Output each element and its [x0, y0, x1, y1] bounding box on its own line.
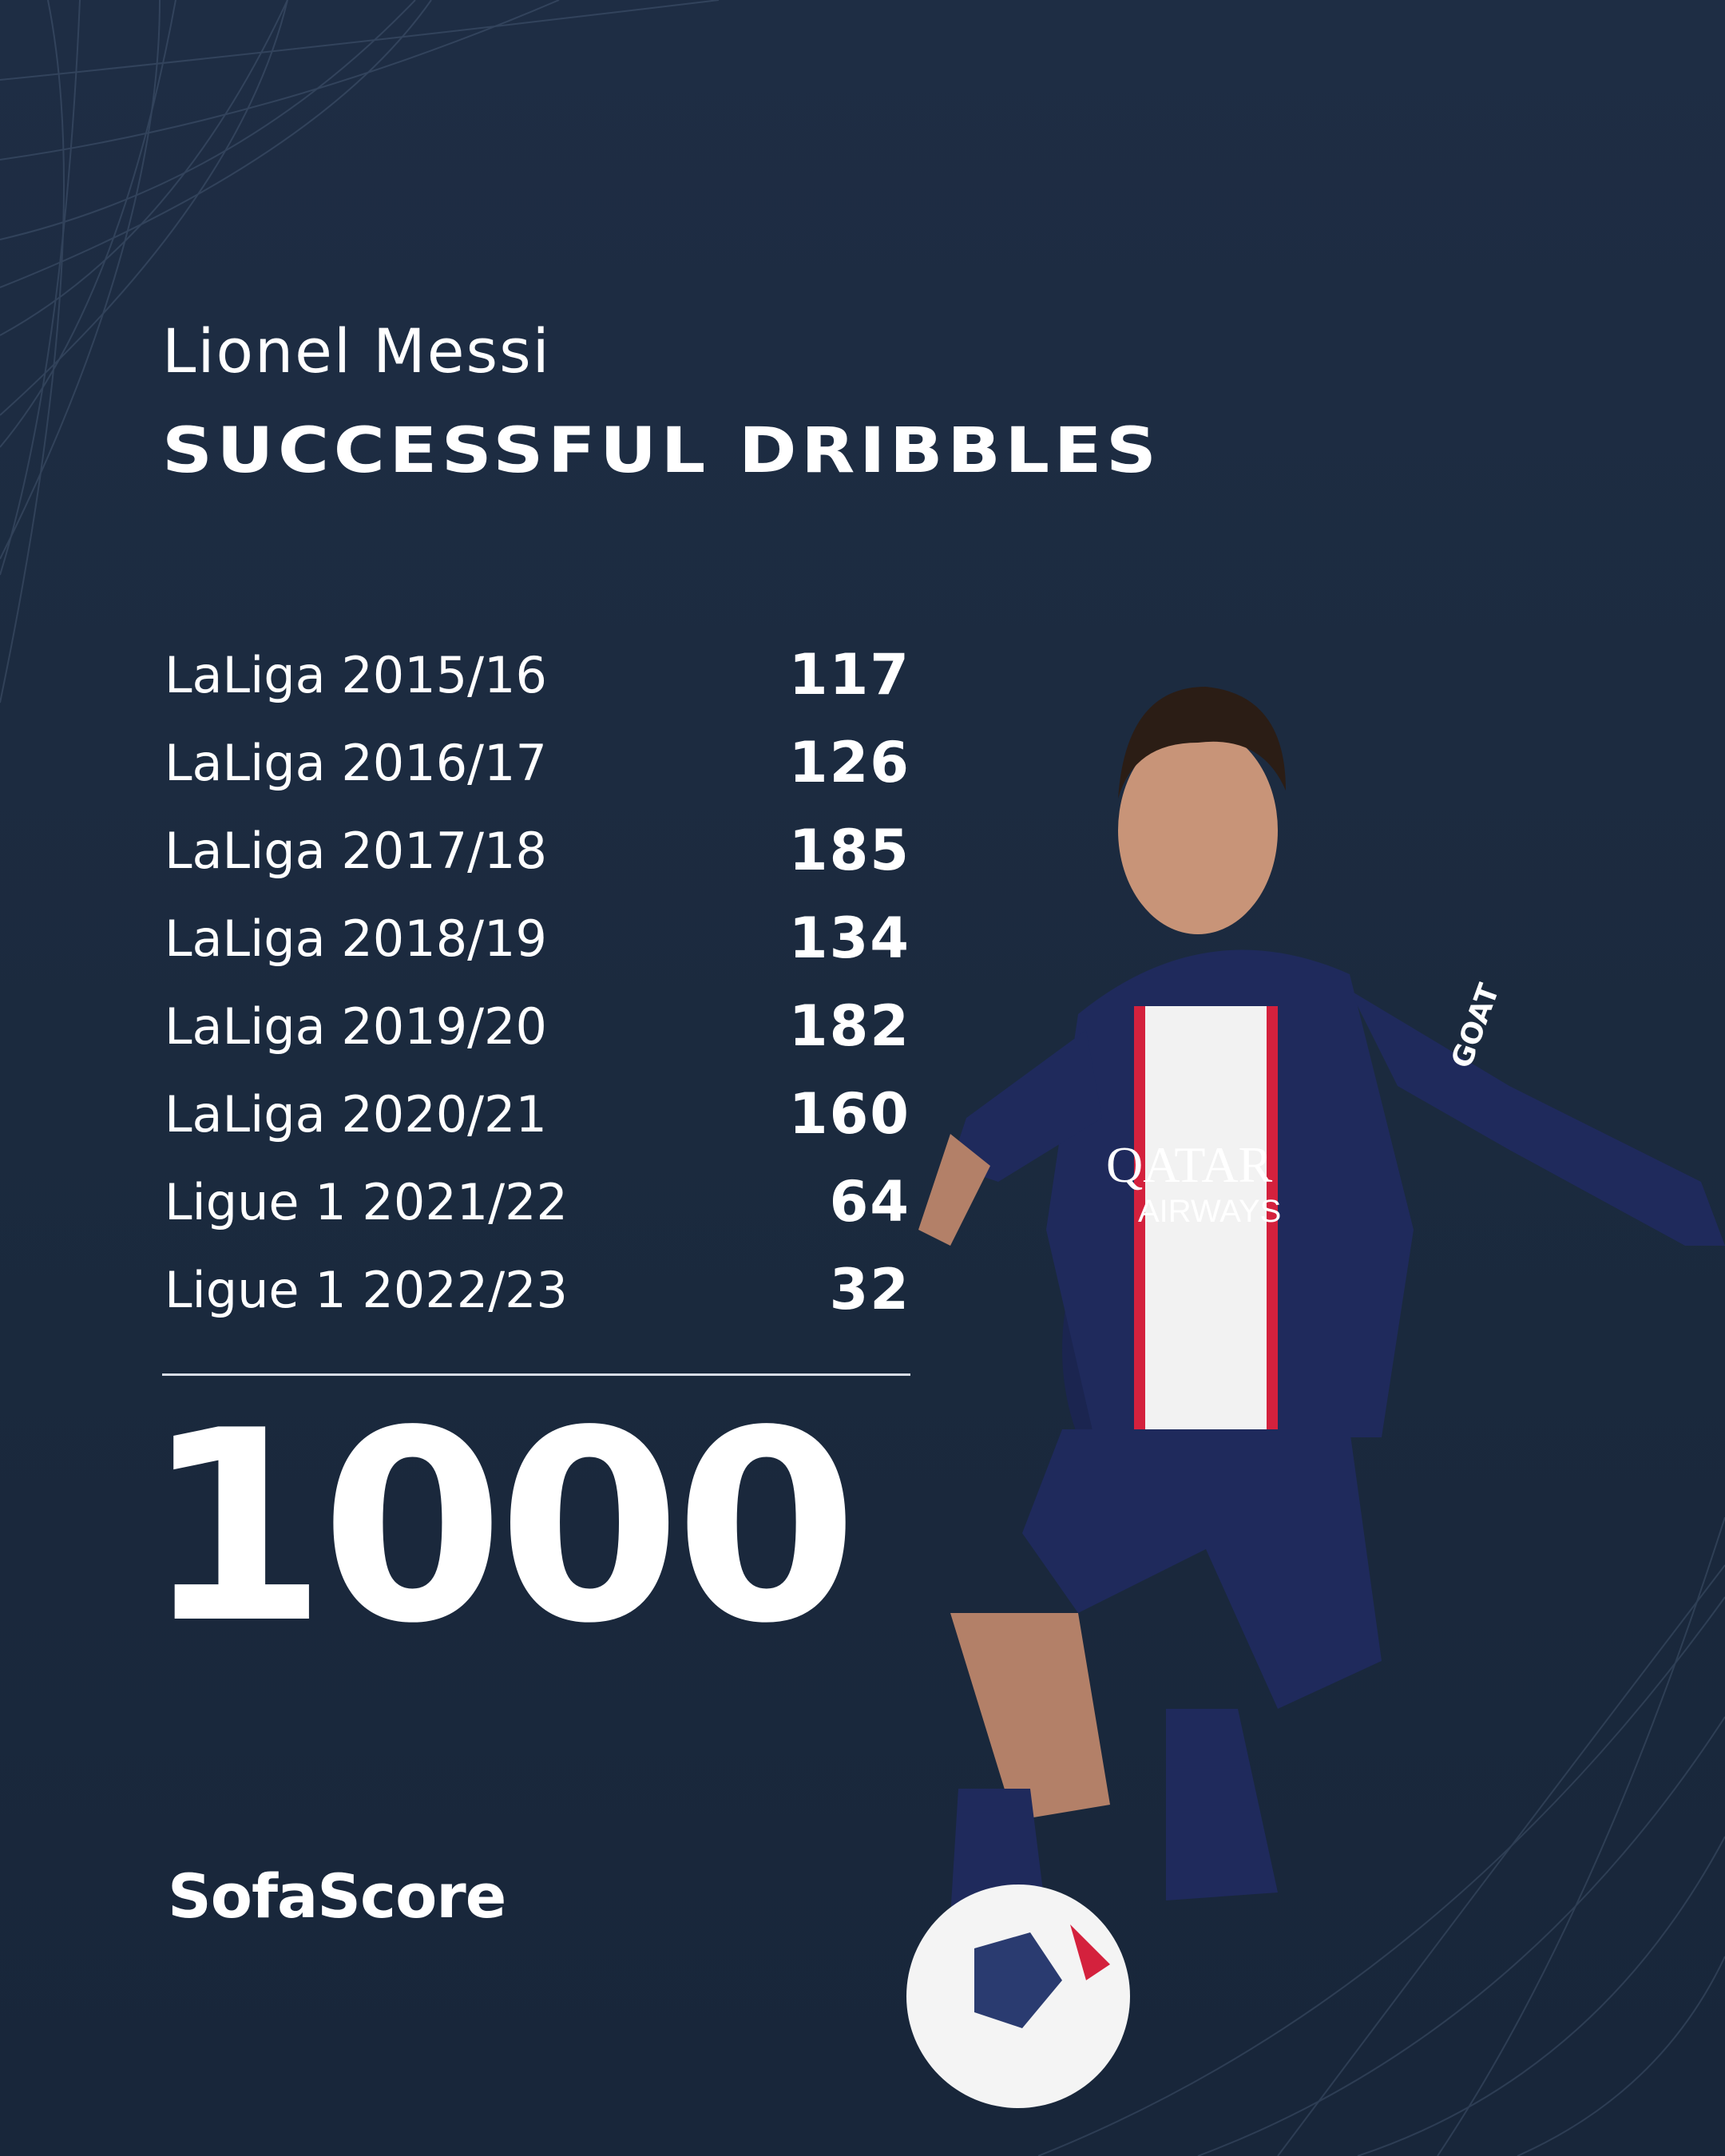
season-value: 182	[788, 993, 910, 1059]
season-value: 185	[788, 818, 910, 883]
season-label: LaLiga 2015/16	[165, 645, 547, 704]
season-value: 160	[788, 1081, 910, 1147]
season-value: 117	[788, 642, 910, 707]
season-label: LaLiga 2019/20	[165, 997, 547, 1056]
player-photo: QATAR AIRWAYS GOAT	[906, 687, 1725, 2108]
season-list: LaLiga 2015/16 117 LaLiga 2016/17 126 LaLi…	[165, 631, 910, 1334]
season-label: LaLiga 2016/17	[165, 733, 547, 792]
season-row: LaLiga 2018/19 134	[165, 894, 910, 982]
season-row: Ligue 1 2021/22 64	[165, 1158, 910, 1246]
season-row: LaLiga 2019/20 182	[165, 982, 910, 1070]
season-value: 64	[829, 1169, 910, 1235]
season-value: 126	[788, 730, 910, 795]
player-name: Lionel Messi	[162, 315, 551, 386]
season-value: 32	[829, 1257, 910, 1322]
season-label: LaLiga 2020/21	[165, 1084, 547, 1143]
season-row: LaLiga 2015/16 117	[165, 631, 910, 719]
sofascore-logo: SofaScore	[168, 1861, 506, 1932]
total-value: 1000	[144, 1374, 858, 1681]
season-row: LaLiga 2020/21 160	[165, 1070, 910, 1158]
net-grid-decoration	[1038, 1517, 1725, 2156]
sponsor-text: AIRWAYS	[1138, 1194, 1281, 1229]
season-row: LaLiga 2016/17 126	[165, 719, 910, 807]
season-row: LaLiga 2017/18 185	[165, 807, 910, 894]
divider	[162, 1373, 910, 1376]
season-value: 134	[788, 906, 910, 971]
season-label: LaLiga 2017/18	[165, 821, 547, 880]
net-grid-decoration	[0, 0, 719, 703]
season-label: Ligue 1 2022/23	[165, 1260, 568, 1319]
sleeve-text: GOAT	[1445, 979, 1506, 1072]
season-row: Ligue 1 2022/23 32	[165, 1246, 910, 1334]
season-label: LaLiga 2018/19	[165, 909, 547, 968]
season-label: Ligue 1 2021/22	[165, 1172, 568, 1231]
sponsor-text: QATAR	[1106, 1136, 1273, 1193]
stat-title: SUCCESSFUL DRIBBLES	[162, 415, 1161, 487]
